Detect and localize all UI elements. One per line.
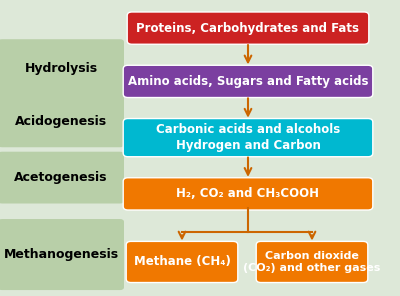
Text: Acetogenesis: Acetogenesis <box>14 171 108 184</box>
FancyBboxPatch shape <box>0 95 124 147</box>
Text: Methane (CH₄): Methane (CH₄) <box>134 255 230 268</box>
Text: Carbonic acids and alcohols
Hydrogen and Carbon: Carbonic acids and alcohols Hydrogen and… <box>156 123 340 152</box>
FancyBboxPatch shape <box>127 12 369 44</box>
Text: Acidogenesis: Acidogenesis <box>15 115 107 128</box>
FancyBboxPatch shape <box>0 152 124 204</box>
Text: Proteins, Carbohydrates and Fats: Proteins, Carbohydrates and Fats <box>136 22 360 35</box>
Text: H₂, CO₂ and CH₃COOH: H₂, CO₂ and CH₃COOH <box>176 187 320 200</box>
FancyBboxPatch shape <box>256 242 368 282</box>
FancyBboxPatch shape <box>123 178 373 210</box>
Text: Methanogenesis: Methanogenesis <box>4 248 118 261</box>
FancyBboxPatch shape <box>0 39 124 97</box>
Text: Hydrolysis: Hydrolysis <box>24 62 98 75</box>
FancyBboxPatch shape <box>123 118 373 157</box>
FancyBboxPatch shape <box>126 242 238 282</box>
Text: Carbon dioxide
(CO₂) and other gases: Carbon dioxide (CO₂) and other gases <box>243 251 381 273</box>
Text: Amino acids, Sugars and Fatty acids: Amino acids, Sugars and Fatty acids <box>128 75 368 88</box>
FancyBboxPatch shape <box>123 65 373 98</box>
FancyBboxPatch shape <box>0 219 124 290</box>
